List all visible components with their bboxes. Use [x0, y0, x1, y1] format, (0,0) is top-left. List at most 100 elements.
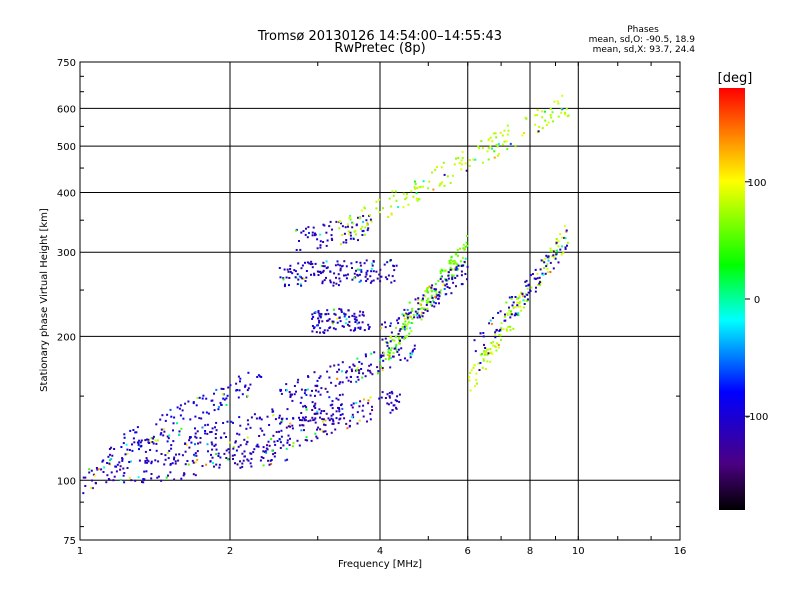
- data-point: [144, 439, 147, 442]
- data-point: [416, 312, 419, 315]
- data-point: [356, 322, 359, 325]
- data-point: [504, 313, 506, 316]
- data-point: [147, 438, 150, 441]
- data-point: [173, 456, 176, 459]
- data-point: [442, 161, 445, 164]
- data-point: [343, 232, 346, 235]
- data-point: [565, 230, 568, 233]
- data-point: [459, 247, 461, 250]
- colorbar-label: [deg]: [718, 71, 753, 86]
- y-axis-label: Stationary phase Virtual Height [km]: [39, 208, 50, 392]
- data-point: [161, 414, 164, 417]
- data-point: [440, 182, 443, 185]
- data-point: [187, 463, 190, 466]
- data-point: [199, 441, 202, 444]
- data-point: [130, 479, 133, 482]
- data-point: [110, 471, 113, 474]
- data-point: [434, 283, 437, 285]
- data-point: [292, 417, 295, 420]
- data-point: [247, 371, 250, 374]
- data-point: [444, 284, 447, 287]
- data-point: [172, 422, 175, 425]
- data-point: [441, 280, 444, 283]
- data-point: [511, 296, 513, 298]
- data-point: [139, 441, 142, 444]
- data-point: [303, 392, 306, 395]
- data-point: [129, 477, 131, 479]
- data-point: [418, 198, 421, 201]
- data-point: [387, 215, 390, 218]
- data-point: [330, 431, 333, 434]
- data-point: [325, 267, 328, 270]
- data-point: [409, 353, 412, 356]
- data-point: [194, 415, 197, 418]
- data-point: [370, 363, 372, 366]
- data-point: [345, 371, 348, 374]
- data-point: [82, 476, 85, 479]
- data-point: [384, 276, 387, 279]
- data-point: [246, 436, 249, 439]
- data-point: [170, 415, 173, 418]
- data-point: [357, 239, 359, 242]
- data-point: [536, 272, 539, 275]
- data-point: [349, 234, 352, 237]
- data-point: [175, 453, 177, 456]
- data-point: [518, 294, 521, 297]
- data-point: [483, 351, 486, 354]
- data-point: [296, 273, 299, 276]
- data-point: [516, 297, 518, 300]
- data-point: [395, 406, 397, 409]
- data-point: [469, 389, 472, 392]
- data-point: [397, 348, 400, 351]
- data-point: [307, 420, 310, 423]
- data-point: [268, 424, 271, 426]
- data-point: [323, 279, 326, 282]
- data-point: [314, 432, 317, 435]
- data-point: [128, 449, 131, 451]
- data-point: [428, 180, 431, 183]
- data-point: [304, 439, 307, 441]
- data-point: [338, 418, 341, 421]
- data-point: [508, 296, 511, 299]
- data-point: [502, 328, 505, 331]
- data-point: [378, 198, 381, 201]
- data-point: [232, 421, 234, 424]
- data-point: [356, 268, 359, 271]
- data-point: [390, 390, 393, 393]
- data-point: [147, 460, 150, 463]
- data-point: [488, 322, 491, 325]
- data-point: [179, 414, 182, 417]
- data-point: [191, 459, 194, 462]
- data-point: [407, 313, 410, 316]
- data-point: [564, 111, 567, 114]
- data-point: [339, 280, 342, 283]
- data-point: [378, 273, 381, 276]
- data-point: [359, 261, 362, 264]
- data-point: [182, 474, 185, 477]
- data-point: [324, 387, 327, 390]
- data-point: [115, 470, 118, 473]
- data-point: [231, 454, 234, 457]
- data-point: [154, 439, 157, 442]
- data-point: [313, 326, 316, 329]
- data-point: [489, 360, 492, 363]
- data-point: [327, 319, 330, 322]
- data-point: [412, 349, 414, 352]
- data-point: [531, 273, 534, 275]
- data-point: [217, 408, 220, 411]
- data-point: [505, 328, 508, 331]
- data-point: [88, 468, 91, 471]
- data-point: [110, 458, 113, 461]
- data-point: [272, 434, 275, 437]
- data-point: [557, 261, 560, 264]
- data-point: [523, 303, 526, 305]
- data-point: [524, 116, 527, 119]
- data-point: [451, 276, 454, 279]
- data-point: [164, 454, 167, 457]
- data-point: [552, 254, 555, 257]
- data-point: [349, 375, 352, 378]
- data-point: [332, 308, 335, 311]
- data-point: [566, 115, 569, 118]
- data-point: [409, 311, 412, 314]
- data-point: [196, 458, 199, 461]
